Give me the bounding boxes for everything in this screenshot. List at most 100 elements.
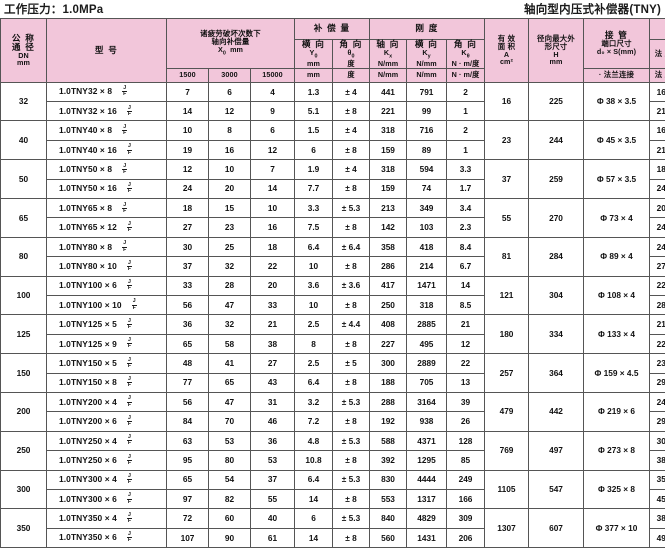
cell-ky: 74 bbox=[407, 179, 447, 198]
cell-ky: 705 bbox=[407, 373, 447, 392]
cell-x1500: 37 bbox=[167, 257, 209, 276]
dn-cell: 80 bbox=[1, 237, 47, 276]
cell-x3000: 28 bbox=[209, 276, 251, 295]
cell-x3000: 8 bbox=[209, 121, 251, 140]
dn-cell: 200 bbox=[1, 392, 47, 431]
cell-x3000: 32 bbox=[209, 257, 251, 276]
header-compensation-group: 补 偿 量 bbox=[295, 19, 370, 40]
cell-ktheta: 8.4 bbox=[447, 237, 485, 256]
area-cell: 479 bbox=[485, 392, 529, 431]
cell-x3000: 47 bbox=[209, 392, 251, 411]
cell-ky: 214 bbox=[407, 257, 447, 276]
outer-dim-cell: 284 bbox=[529, 237, 584, 276]
cell-angular-comp: ± 5.3 bbox=[333, 431, 370, 450]
cell-ky: 1431 bbox=[407, 528, 447, 547]
cell-angular-comp: ± 8 bbox=[333, 295, 370, 314]
cell-lateral-comp: 6.4 bbox=[295, 373, 333, 392]
cell-kx: 159 bbox=[370, 179, 407, 198]
cell-length-flange: 216 bbox=[650, 102, 665, 121]
cell-ky: 2885 bbox=[407, 315, 447, 334]
cell-x15000: 43 bbox=[251, 373, 295, 392]
header-cycles-1500: 1500 bbox=[167, 68, 209, 82]
area-cell: 121 bbox=[485, 276, 529, 315]
outer-dim-cell: 547 bbox=[529, 470, 584, 509]
header-cycles-1500-label: 1500 bbox=[179, 70, 195, 79]
cell-x1500: 65 bbox=[167, 334, 209, 353]
cell-length-flange: 274 bbox=[650, 257, 665, 276]
cell-lateral-comp: 6 bbox=[295, 509, 333, 528]
cell-ky: 1317 bbox=[407, 489, 447, 508]
outer-dim-cell: 364 bbox=[529, 354, 584, 393]
cell-x1500: 30 bbox=[167, 237, 209, 256]
header-length-flange: 法 兰 bbox=[650, 40, 665, 69]
cell-angular-comp: ± 5.3 bbox=[333, 392, 370, 411]
header-stiff-angular-unit2: N · m/度 bbox=[452, 70, 480, 79]
cell-ky: 349 bbox=[407, 199, 447, 218]
model-name: 1.0TNY50 × 16 bbox=[59, 184, 117, 193]
cell-x1500: 7 bbox=[167, 82, 209, 101]
cell-x3000: 80 bbox=[209, 451, 251, 470]
cell-ktheta: 309 bbox=[447, 509, 485, 528]
cell-x15000: 37 bbox=[251, 470, 295, 489]
header-stiff-angular: 角 向 Kθ N · m/度 bbox=[447, 40, 485, 69]
cell-length-flange: 200 bbox=[650, 199, 665, 218]
cell-lateral-comp: 7.2 bbox=[295, 412, 333, 431]
header-fatigue-group: 诸疲劳破坏次数下 轴向补偿量 X0 mm bbox=[167, 19, 295, 69]
cell-length-flange: 216 bbox=[650, 315, 665, 334]
cell-kx: 588 bbox=[370, 431, 407, 450]
model-name: 1.0TNY80 × 8 bbox=[59, 243, 112, 252]
product-title: 轴向型内压式补偿器(TNY) bbox=[524, 1, 661, 17]
cell-x1500: 18 bbox=[167, 199, 209, 218]
cell-lateral-comp: 4.8 bbox=[295, 431, 333, 450]
cell-length-flange: 456 bbox=[650, 489, 665, 508]
cell-x1500: 56 bbox=[167, 392, 209, 411]
header-area: 有 效 面 积 A cm² bbox=[485, 19, 529, 83]
cell-angular-comp: ± 5 bbox=[333, 354, 370, 373]
cell-ktheta: 39 bbox=[447, 392, 485, 411]
cell-angular-comp: ± 5.3 bbox=[333, 199, 370, 218]
cell-x1500: 77 bbox=[167, 373, 209, 392]
header-length-flange-2: 法 兰 bbox=[650, 68, 665, 82]
cell-ktheta: 1.7 bbox=[447, 179, 485, 198]
header-nozzle: 接 管 端口尺寸 d₀ × S(mm) bbox=[584, 19, 650, 69]
cell-x15000: 18 bbox=[251, 237, 295, 256]
cell-length-flange: 182 bbox=[650, 160, 665, 179]
cell-length-flange: 309 bbox=[650, 431, 665, 450]
dn-cell: 40 bbox=[1, 121, 47, 160]
header-dn-line4: mm bbox=[1, 59, 46, 67]
cell-x3000: 32 bbox=[209, 315, 251, 334]
nozzle-size-cell: Φ 325 × 8 bbox=[584, 470, 650, 509]
cell-x15000: 21 bbox=[251, 315, 295, 334]
dn-cell: 65 bbox=[1, 199, 47, 238]
cell-length-flange: 287 bbox=[650, 295, 665, 314]
cell-x15000: 46 bbox=[251, 412, 295, 431]
cell-x15000: 12 bbox=[251, 140, 295, 159]
header-fatigue-symbol-line: X0 mm bbox=[167, 46, 294, 57]
cell-lateral-comp: 3.6 bbox=[295, 276, 333, 295]
area-cell: 16 bbox=[485, 82, 529, 121]
cell-x1500: 84 bbox=[167, 412, 209, 431]
cell-ktheta: 166 bbox=[447, 489, 485, 508]
cell-kx: 188 bbox=[370, 373, 407, 392]
specification-table: 公 称 通 径 DN mm 型 号 诸疲劳破坏次数下 轴向补偿量 X0 mm 补 bbox=[0, 18, 665, 548]
nozzle-size-cell: Φ 219 × 6 bbox=[584, 392, 650, 431]
cell-angular-comp: ± 8 bbox=[333, 102, 370, 121]
area-cell: 37 bbox=[485, 160, 529, 199]
cell-lateral-comp: 10 bbox=[295, 295, 333, 314]
cell-x3000: 70 bbox=[209, 412, 251, 431]
cell-kx: 408 bbox=[370, 315, 407, 334]
cell-x15000: 9 bbox=[251, 102, 295, 121]
cell-x15000: 61 bbox=[251, 528, 295, 547]
